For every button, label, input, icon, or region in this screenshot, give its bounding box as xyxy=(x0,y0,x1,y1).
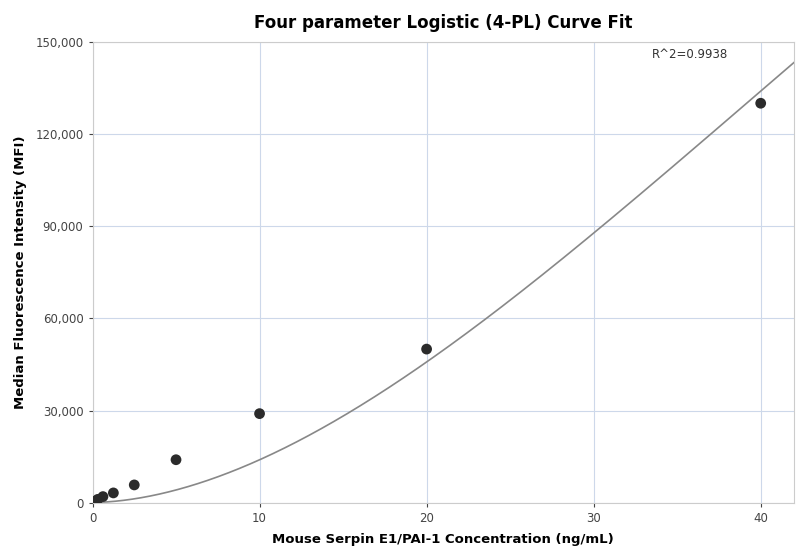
Point xyxy=(128,480,141,489)
Text: R^2=0.9938: R^2=0.9938 xyxy=(652,48,728,61)
Point xyxy=(96,492,109,501)
Title: Four parameter Logistic (4-PL) Curve Fit: Four parameter Logistic (4-PL) Curve Fit xyxy=(254,14,633,32)
Point xyxy=(170,455,183,464)
X-axis label: Mouse Serpin E1/PAI-1 Concentration (ng/mL): Mouse Serpin E1/PAI-1 Concentration (ng/… xyxy=(272,533,614,546)
Point xyxy=(89,497,102,506)
Point xyxy=(107,488,120,497)
Point xyxy=(420,344,433,353)
Y-axis label: Median Fluorescence Intensity (MFI): Median Fluorescence Intensity (MFI) xyxy=(14,136,27,409)
Point xyxy=(754,99,767,108)
Point xyxy=(91,495,104,504)
Point xyxy=(253,409,266,418)
